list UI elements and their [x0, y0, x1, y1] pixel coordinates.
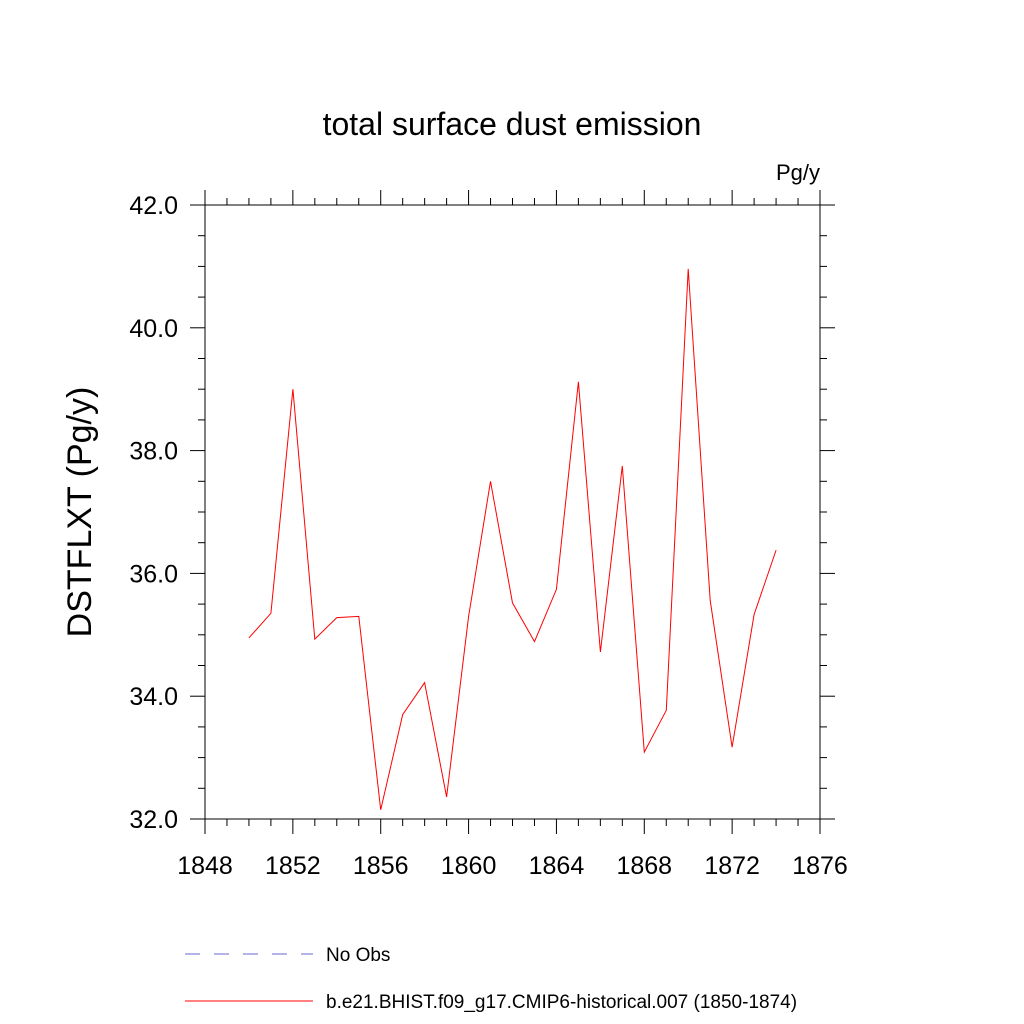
units-label: Pg/y: [776, 160, 820, 185]
y-tick-label: 38.0: [129, 438, 178, 466]
series-line: [248, 268, 777, 810]
y-tick-label: 40.0: [129, 315, 178, 343]
x-tick-label: 1860: [441, 852, 497, 880]
legend-label: No Obs: [326, 945, 390, 966]
x-tick-label: 1848: [177, 852, 233, 880]
x-tick-label: 1852: [265, 852, 321, 880]
x-tick-label: 1864: [529, 852, 585, 880]
y-tick-label: 36.0: [129, 560, 178, 588]
y-tick-label: 32.0: [129, 806, 178, 834]
plot-frame: [204, 204, 821, 820]
legend-label: b.e21.BHIST.f09_g17.CMIP6-historical.007…: [326, 992, 797, 1013]
axis-ticks: 1848 1852 1856 1860 1864 1868 1872 1876 32.0 34.0…: [129, 190, 848, 880]
y-axis-label: DSTFLXT (Pg/y): [61, 387, 99, 638]
x-tick-label: 1868: [616, 852, 672, 880]
x-tick-label: 1872: [704, 852, 760, 880]
y-tick-label: 34.0: [129, 683, 178, 711]
y-tick-label: 42.0: [129, 192, 178, 220]
series-group: [248, 268, 777, 810]
x-tick-label: 1856: [353, 852, 409, 880]
chart-title: total surface dust emission: [323, 106, 702, 142]
legend: No Obs b.e21.BHIST.f09_g17.CMIP6-historic…: [185, 945, 797, 1013]
x-tick-label: 1876: [792, 852, 848, 880]
